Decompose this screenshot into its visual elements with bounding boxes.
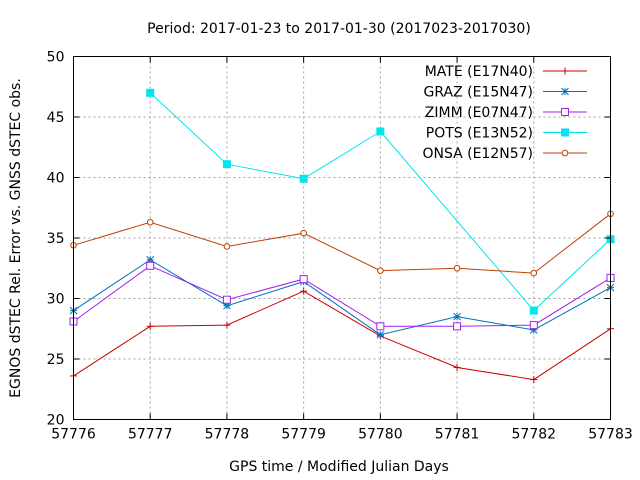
marker-stroke <box>453 312 461 321</box>
x-tick-label: 57781 <box>435 427 480 443</box>
legend-entry: ONSA (E12N57) <box>422 146 587 162</box>
data-point <box>529 321 538 330</box>
legend-entry: GRAZ (E15N47) <box>424 85 587 101</box>
data-point <box>453 322 462 331</box>
series-line <box>73 290 611 381</box>
marker-stroke <box>376 330 385 339</box>
series-layer <box>69 88 615 384</box>
x-tick-label: 57783 <box>588 427 633 443</box>
y-tick-label: 20 <box>47 413 65 429</box>
data-point <box>299 275 308 284</box>
legend-label: GRAZ (E15N47) <box>424 85 534 101</box>
data-point <box>146 322 154 330</box>
data-point <box>453 264 461 272</box>
y-tick-label: 40 <box>47 171 65 187</box>
data-point <box>223 243 231 250</box>
legend: MATE (E17N40) GRAZ (E15N47) ZIMM (E07N47) P… <box>422 64 587 162</box>
data-point <box>300 229 307 237</box>
x-axis-label: GPS time / Modified Julian Days <box>229 459 449 475</box>
x-tick-label: 57777 <box>128 427 173 443</box>
marker-stroke <box>561 87 569 96</box>
legend-marker <box>561 149 569 157</box>
data-point <box>529 306 538 315</box>
legend-marker <box>561 108 569 116</box>
legend-entry: POTS (E13N52) <box>426 126 587 142</box>
series-line <box>73 265 611 327</box>
x-tick-label: 57780 <box>358 427 403 443</box>
data-point <box>530 269 538 277</box>
data-point <box>376 330 385 339</box>
data-point <box>223 321 231 329</box>
data-point <box>299 174 308 183</box>
legend-marker <box>561 128 569 137</box>
data-point <box>222 295 231 304</box>
series-line <box>149 92 611 312</box>
legend-marker <box>561 67 569 75</box>
y-tick-label: 45 <box>47 110 65 126</box>
y-tick-label: 50 <box>47 50 65 66</box>
data-point <box>376 127 385 136</box>
tick-layer: 57776 57777 57778 57779 57780 57781 57782 57783… <box>47 50 633 443</box>
legend-marker <box>561 87 569 96</box>
series-0 <box>70 287 614 384</box>
x-tick-label: 57776 <box>51 427 96 443</box>
data-point <box>453 312 461 321</box>
data-point <box>146 218 154 226</box>
y-tick-label: 35 <box>47 231 65 247</box>
grid <box>73 56 611 420</box>
y-axis-label: EGNOS dSTEC Rel. Error vs. GNSS dSTEC ob… <box>8 78 24 398</box>
y-tick-label: 30 <box>47 292 65 308</box>
data-point <box>222 160 231 169</box>
legend-label: ONSA (E12N57) <box>422 146 533 162</box>
data-point <box>146 88 155 97</box>
data-point <box>376 322 385 331</box>
legend-entry: ZIMM (E07N47) <box>425 105 587 121</box>
data-point <box>300 287 308 295</box>
legend-entry: MATE (E17N40) <box>425 64 587 80</box>
data-point <box>377 267 384 274</box>
x-tick-label: 57779 <box>281 427 326 443</box>
data-point <box>453 363 461 371</box>
legend-label: POTS (E13N52) <box>426 126 533 142</box>
series-line <box>73 213 611 274</box>
x-tick-label: 57782 <box>512 427 557 443</box>
legend-label: ZIMM (E07N47) <box>425 105 533 121</box>
series-4 <box>70 210 614 277</box>
chart-title: Period: 2017-01-23 to 2017-01-30 (201702… <box>147 21 531 37</box>
data-point <box>530 376 538 384</box>
series-line <box>73 259 611 336</box>
x-tick-label: 57778 <box>205 427 250 443</box>
legend-label: MATE (E17N40) <box>425 64 533 80</box>
y-tick-label: 25 <box>47 352 65 368</box>
data-point <box>146 261 155 270</box>
